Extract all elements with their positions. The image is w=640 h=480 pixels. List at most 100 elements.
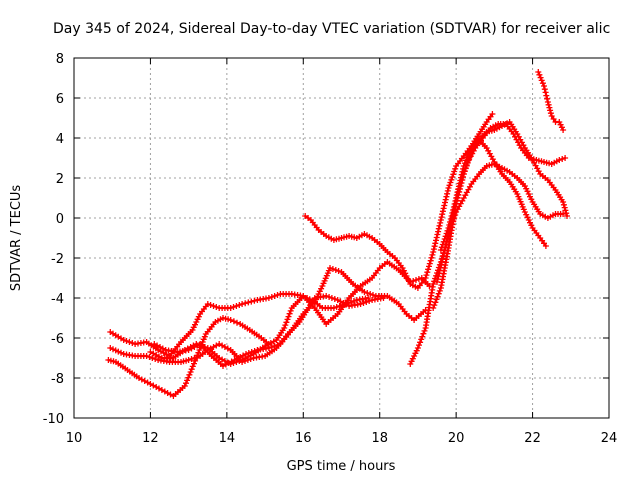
data-point-marker: [236, 358, 243, 364]
data-point-marker: [364, 290, 371, 296]
data-point-marker: [323, 293, 330, 299]
data-point-marker: [450, 207, 457, 213]
data-point-marker: [563, 210, 570, 217]
y-tick-label: -6: [51, 332, 64, 347]
data-point-marker: [201, 333, 208, 340]
data-point-marker: [192, 321, 198, 328]
data-point-marker: [439, 241, 446, 248]
data-point-marker: [230, 304, 237, 310]
x-tick-label: 18: [371, 431, 388, 446]
data-point-marker: [438, 244, 445, 251]
data-point-marker: [434, 231, 441, 238]
data-point-marker: [438, 261, 445, 268]
data-point-marker: [413, 277, 419, 283]
data-point-marker: [413, 347, 420, 354]
x-tick-label: 24: [601, 431, 618, 446]
data-point-marker: [434, 279, 440, 285]
data-point-marker: [185, 357, 192, 363]
data-point-marker: [542, 89, 549, 96]
data-point-marker: [447, 179, 454, 186]
data-point-marker: [436, 222, 443, 229]
data-point-marker: [365, 295, 372, 301]
series-line: [304, 138, 547, 290]
data-point-marker: [329, 266, 336, 272]
data-point-marker: [430, 305, 437, 311]
data-point-marker: [435, 290, 442, 297]
data-point-marker: [331, 296, 338, 302]
data-point-marker: [268, 294, 275, 300]
data-point-marker: [562, 155, 569, 161]
data-point-marker: [434, 293, 441, 300]
data-point-marker: [110, 346, 116, 353]
data-point-marker: [193, 341, 200, 347]
y-tick-label: 8: [56, 52, 64, 67]
data-point-marker: [437, 219, 444, 226]
data-point-marker: [453, 195, 460, 201]
data-point-marker: [361, 289, 368, 295]
data-point-marker: [227, 317, 234, 323]
data-point-marker: [234, 319, 240, 326]
data-point-marker: [441, 202, 448, 209]
data-point-marker: [452, 165, 459, 172]
data-point-marker: [524, 188, 531, 195]
data-point-marker: [236, 302, 243, 308]
data-point-marker: [448, 213, 455, 219]
data-point-marker: [455, 186, 462, 193]
data-point-marker: [444, 227, 451, 234]
data-point-marker: [439, 208, 446, 215]
data-point-marker: [538, 77, 545, 84]
data-point-marker: [535, 69, 542, 75]
data-point-marker: [181, 383, 188, 389]
data-point-marker: [187, 369, 194, 375]
data-point-marker: [439, 255, 446, 262]
x-tick-label: 22: [524, 431, 541, 446]
data-point-marker: [440, 238, 447, 245]
data-point-marker: [416, 342, 422, 349]
data-point-marker: [435, 273, 442, 280]
data-point-marker: [193, 319, 200, 325]
data-point-marker: [421, 327, 428, 334]
data-point-marker: [326, 294, 333, 300]
data-point-marker: [489, 111, 496, 117]
data-point-marker: [287, 307, 294, 314]
data-point-marker: [281, 325, 288, 331]
data-point-marker: [417, 339, 424, 346]
data-point-marker: [360, 300, 367, 306]
series-arc-10: [437, 111, 496, 253]
data-point-marker: [407, 361, 414, 367]
data-point-marker: [315, 291, 322, 297]
data-point-marker: [357, 301, 364, 307]
data-point-marker: [436, 287, 443, 294]
data-point-marker: [465, 151, 472, 158]
y-tick-label: 2: [56, 172, 64, 187]
data-point-marker: [411, 353, 418, 359]
data-point-marker: [233, 359, 240, 365]
data-point-marker: [430, 246, 437, 253]
data-point-marker: [239, 301, 246, 307]
data-series-group: [105, 69, 570, 399]
data-point-marker: [451, 201, 458, 207]
data-point-marker: [442, 233, 449, 240]
data-point-marker: [286, 310, 293, 317]
series-arc-11: [535, 69, 567, 133]
x-tick-label: 10: [66, 431, 83, 446]
data-point-marker: [458, 174, 464, 181]
data-point-marker: [183, 380, 189, 387]
data-point-marker: [274, 292, 281, 298]
data-point-marker: [363, 299, 370, 305]
data-point-marker: [541, 83, 547, 89]
x-tick-label: 16: [295, 431, 312, 446]
data-point-marker: [457, 177, 464, 184]
data-point-marker: [318, 285, 325, 292]
data-point-marker: [537, 74, 544, 81]
data-point-marker: [442, 196, 449, 203]
data-point-marker: [541, 86, 548, 93]
data-point-marker: [242, 300, 249, 307]
data-point-marker: [450, 204, 457, 210]
data-point-marker: [454, 189, 461, 196]
data-point-marker: [451, 168, 458, 175]
data-point-marker: [441, 249, 447, 256]
x-tick-label: 14: [219, 431, 236, 446]
data-point-marker: [149, 355, 156, 361]
